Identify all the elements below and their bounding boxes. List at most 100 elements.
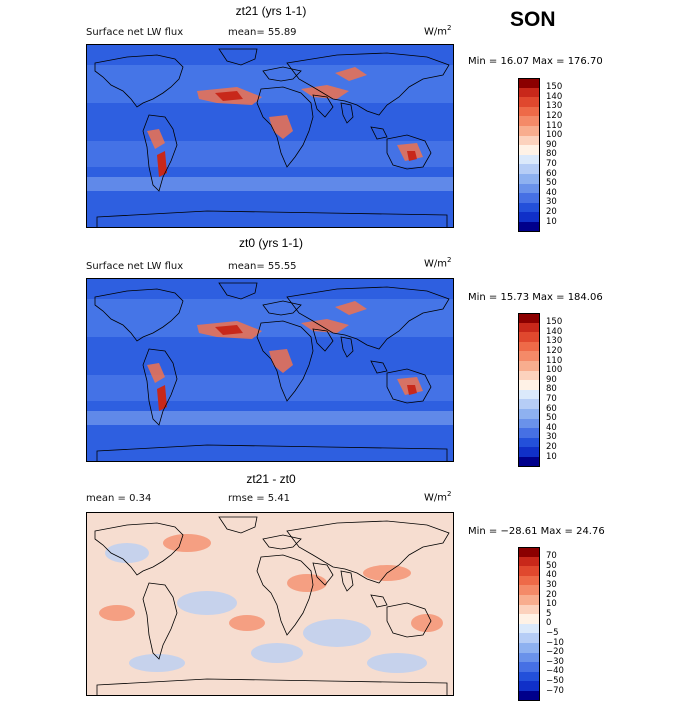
map-hot-region bbox=[407, 151, 417, 161]
coastline bbox=[286, 52, 450, 116]
coastline bbox=[286, 286, 450, 350]
map-hot-region bbox=[157, 151, 167, 177]
colorbar-tick-label: 0 bbox=[546, 618, 552, 629]
map-anomaly-region bbox=[163, 534, 211, 552]
panel-2-field-label: Surface net LW flux bbox=[86, 261, 184, 272]
colorbar-swatch bbox=[518, 183, 540, 194]
map-hot-region bbox=[215, 91, 243, 101]
colorbar-swatch bbox=[518, 595, 540, 605]
map-anomaly-region bbox=[99, 605, 135, 621]
coastline bbox=[256, 320, 314, 402]
coastline bbox=[262, 66, 302, 82]
panel-2-units: W/m2 bbox=[424, 256, 452, 270]
colorbar-swatch bbox=[518, 623, 540, 634]
colorbar-tick-label: 70 bbox=[546, 158, 557, 169]
coastline bbox=[312, 94, 334, 118]
colorbar-tick-label: 30 bbox=[546, 432, 557, 443]
colorbar-tick-label: −70 bbox=[546, 685, 564, 696]
colorbar-swatch bbox=[518, 585, 540, 595]
panel-1-map-svg bbox=[87, 45, 453, 227]
colorbar-tick-label: 50 bbox=[546, 560, 557, 571]
colorbar-tick-label: 50 bbox=[546, 413, 557, 424]
colorbar-swatch bbox=[518, 614, 540, 624]
colorbar-tick-label: 50 bbox=[546, 178, 557, 189]
colorbar-tick-label: 130 bbox=[546, 101, 563, 112]
panel-3-units: W/m2 bbox=[424, 490, 452, 504]
colorbar-tick-label: −50 bbox=[546, 675, 564, 686]
panel-2-map bbox=[86, 278, 454, 462]
colorbar-swatch bbox=[518, 556, 540, 567]
colorbar-tick-label: 90 bbox=[546, 139, 557, 150]
colorbar-swatch bbox=[518, 154, 540, 165]
colorbar-swatch bbox=[518, 643, 540, 653]
colorbar-tick-label: 110 bbox=[546, 355, 563, 366]
colorbar-tick-label: 40 bbox=[546, 187, 557, 198]
colorbar-swatch bbox=[518, 662, 540, 672]
coastline bbox=[94, 522, 184, 576]
colorbar-tick-label: 60 bbox=[546, 168, 557, 179]
colorbar-tick-label: 150 bbox=[546, 317, 563, 328]
season-label: SON bbox=[510, 8, 556, 31]
map-band bbox=[87, 65, 453, 103]
colorbar-tick-label: −30 bbox=[546, 656, 564, 667]
coastline bbox=[256, 86, 314, 168]
colorbar-swatch bbox=[518, 164, 540, 174]
colorbar-swatch bbox=[518, 322, 540, 333]
map-anomaly-region bbox=[411, 614, 443, 632]
colorbar-swatch bbox=[518, 633, 540, 643]
colorbar-swatch bbox=[518, 380, 540, 390]
coastline bbox=[218, 48, 258, 66]
coastline bbox=[286, 520, 450, 584]
map-warm-region bbox=[269, 115, 293, 139]
colorbar-tick-label: 130 bbox=[546, 336, 563, 347]
coastline bbox=[386, 368, 432, 404]
colorbar-swatch bbox=[518, 652, 540, 663]
colorbar-swatch bbox=[518, 116, 540, 126]
colorbar-tick-label: −40 bbox=[546, 666, 564, 677]
map-hot-region bbox=[215, 325, 243, 335]
panel-1-units: W/m2 bbox=[424, 24, 452, 38]
colorbar-swatch bbox=[518, 313, 540, 323]
colorbar-swatch bbox=[518, 222, 540, 232]
map-band bbox=[87, 411, 453, 425]
panel-3-map-svg bbox=[87, 513, 453, 695]
colorbar-swatch bbox=[518, 671, 540, 682]
colorbar-tick-label: 110 bbox=[546, 120, 563, 131]
panel-1-minmax: Min = 16.07 Max = 176.70 bbox=[468, 56, 603, 67]
colorbar-swatch bbox=[518, 409, 540, 419]
coastline bbox=[312, 328, 334, 352]
coastline bbox=[312, 562, 334, 586]
map-band bbox=[87, 299, 453, 337]
coastline bbox=[340, 570, 354, 592]
colorbar-swatch bbox=[518, 428, 540, 438]
colorbar-tick-label: 120 bbox=[546, 345, 563, 356]
map-anomaly-region bbox=[367, 653, 427, 673]
colorbar-swatch bbox=[518, 389, 540, 400]
colorbar-swatch bbox=[518, 193, 540, 203]
colorbar-swatch bbox=[518, 126, 540, 136]
colorbar-tick-label: 120 bbox=[546, 110, 563, 121]
colorbar-tick-label: 70 bbox=[546, 393, 557, 404]
colorbar-swatch bbox=[518, 97, 540, 107]
colorbar-tick-label: 70 bbox=[546, 551, 557, 562]
colorbar-swatch bbox=[518, 212, 540, 222]
colorbar-swatch bbox=[518, 174, 540, 184]
colorbar-tick-label: 150 bbox=[546, 82, 563, 93]
panel-3-rmse: rmse = 5.41 bbox=[228, 493, 291, 504]
panel-1-map bbox=[86, 44, 454, 228]
map-warm-region bbox=[335, 301, 367, 315]
colorbar-tick-label: 100 bbox=[546, 365, 563, 376]
coastline bbox=[262, 300, 302, 316]
panel-3-mean: mean = 0.34 bbox=[86, 493, 152, 504]
panel-3-map bbox=[86, 512, 454, 696]
panel-2-map-svg bbox=[87, 279, 453, 461]
map-anomaly-region bbox=[177, 591, 237, 615]
coastline bbox=[340, 336, 354, 358]
colorbar-tick-label: 10 bbox=[546, 451, 557, 462]
colorbar-tick-label: 140 bbox=[546, 91, 563, 102]
colorbar-tick-label: 100 bbox=[546, 130, 563, 141]
colorbar-swatch bbox=[518, 681, 540, 691]
map-warm-region bbox=[269, 349, 293, 373]
colorbar-swatch bbox=[518, 547, 540, 557]
colorbar-swatch bbox=[518, 361, 540, 371]
